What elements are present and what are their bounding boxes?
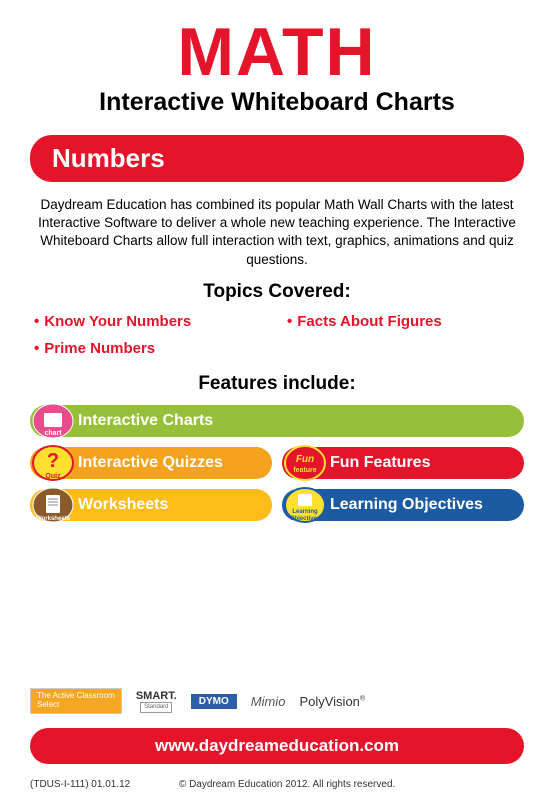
partner-polyvision: PolyVision® — [299, 694, 365, 709]
partner-dymo: DYMO — [191, 694, 237, 709]
footer-meta: (TDUS-I-111) 01.01.12 © Daydream Educati… — [30, 779, 524, 790]
subtitle: Interactive Whiteboard Charts — [30, 88, 524, 117]
feature-worksheet: Worksheets Worksheets — [30, 489, 272, 521]
topic-item: •Facts About Figures — [287, 313, 520, 330]
partner-mimio: Mimio — [251, 694, 286, 709]
section-bar: Numbers — [30, 135, 524, 182]
svg-text:Quiz: Quiz — [45, 473, 61, 480]
feature-learning: LearningObjectivesLearning Objectives — [282, 489, 524, 521]
feature-quiz: ?QuizInteractive Quizzes — [30, 447, 272, 479]
chart-icon: chart — [32, 402, 74, 440]
partner-smart: SMART. Standard — [136, 690, 177, 713]
main-title: MATH — [30, 18, 524, 86]
description-text: Daydream Education has combined its popu… — [30, 196, 524, 269]
topic-item: •Know Your Numbers — [34, 313, 267, 330]
svg-text:Worksheets: Worksheets — [36, 516, 71, 522]
features-heading: Features include: — [30, 373, 524, 395]
worksheet-icon: Worksheets — [32, 486, 74, 524]
svg-text:Fun: Fun — [296, 454, 314, 465]
feature-label: Interactive Quizzes — [78, 454, 223, 472]
feature-chart: chart Interactive Charts — [30, 405, 524, 437]
feature-label: Fun Features — [330, 454, 430, 472]
feature-label: Learning Objectives — [330, 496, 483, 514]
svg-text:chart: chart — [44, 430, 62, 437]
svg-text:feature: feature — [293, 467, 316, 474]
svg-text:Learning: Learning — [292, 509, 318, 515]
topics-grid: •Know Your Numbers •Facts About Figures •P… — [30, 313, 524, 357]
svg-text:?: ? — [47, 450, 59, 472]
feature-label: Worksheets — [78, 496, 168, 514]
topic-item: •Prime Numbers — [34, 340, 267, 357]
copyright: © Daydream Education 2012. All rights re… — [179, 779, 395, 790]
footer-url-bar: www.daydreameducation.com — [30, 728, 524, 764]
learning-icon: LearningObjectives — [284, 486, 326, 524]
feature-fun: Fun feature Fun Features — [282, 447, 524, 479]
product-code: (TDUS-I-111) 01.01.12 — [30, 779, 130, 790]
svg-text:Objectives: Objectives — [290, 516, 321, 522]
fun-icon: Fun feature — [284, 444, 326, 482]
partner-logos: The Active ClassroomSelect SMART. Standa… — [30, 688, 524, 714]
features-list: chartInteractive Charts?QuizInteractive … — [30, 405, 524, 521]
feature-label: Interactive Charts — [78, 412, 213, 430]
topics-heading: Topics Covered: — [30, 281, 524, 303]
partner-select: The Active ClassroomSelect — [30, 688, 122, 714]
quiz-icon: ?Quiz — [32, 444, 74, 482]
